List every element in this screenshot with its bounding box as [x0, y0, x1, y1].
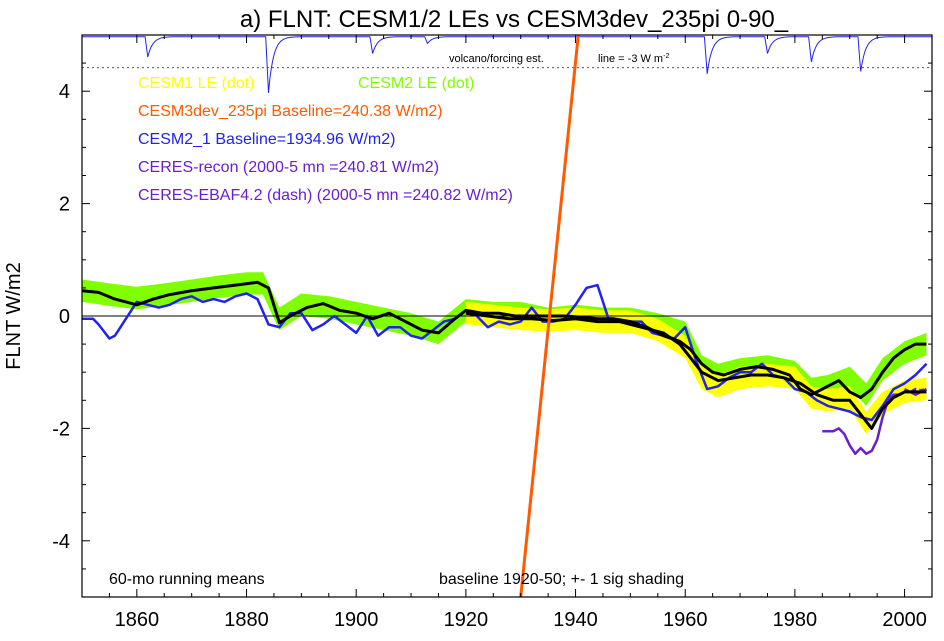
- legend: CESM1 LE (dot) CESM2 LE (dot) CESM3dev_2…: [138, 75, 513, 204]
- legend-ceres-ebaf: CERES-EBAF4.2 (dash) (2000-5 mn =240.82 …: [138, 187, 513, 204]
- x-tick-label: 1900: [334, 609, 379, 631]
- x-tick-label: 1860: [115, 609, 160, 631]
- y-tick-label: -2: [52, 418, 70, 440]
- y-tick-label: -4: [52, 531, 70, 553]
- x-tick-label: 1980: [773, 609, 818, 631]
- legend-cesm2: CESM2 LE (dot): [358, 75, 474, 92]
- volcano-line-label-sup: -2: [663, 53, 669, 60]
- chart-title: a) FLNT: CESM1/2 LEs vs CESM3dev_235pi 0…: [240, 6, 789, 33]
- legend-ceres-recon: CERES-recon (2000-5 mn =240.81 W/m2): [138, 159, 439, 176]
- y-tick-label: 2: [59, 194, 70, 216]
- volcano-label: volcano/forcing est.: [449, 53, 544, 65]
- y-axis-label: FLNT W/m2: [3, 262, 25, 369]
- volcano-forcing-line: [82, 36, 932, 93]
- y-tick-label: 0: [59, 306, 70, 328]
- y-tick-label: 4: [59, 81, 70, 103]
- legend-cesm1: CESM1 LE (dot): [138, 75, 254, 92]
- series-cesm3dev: [519, 35, 580, 597]
- ensemble-mean-cesm1-le-mean: [465, 311, 927, 430]
- bottom-left-annotation: 60-mo running means: [109, 571, 265, 588]
- plot-area: [82, 35, 932, 597]
- volcano-line-label: line = -3 W m-2: [598, 53, 669, 65]
- cesm1-le-band: [465, 301, 927, 434]
- legend-cesm2-1: CESM2_1 Baseline=1934.96 W/m2): [138, 131, 395, 148]
- x-tick-label: 1960: [663, 609, 708, 631]
- x-tick-label: 1940: [553, 609, 598, 631]
- legend-cesm3dev: CESM3dev_235pi Baseline=240.38 W/m2): [138, 103, 443, 120]
- x-tick-label: 1920: [444, 609, 489, 631]
- x-tick-label: 2000: [882, 609, 927, 631]
- x-tick-label: 1880: [224, 609, 269, 631]
- bottom-right-annotation: baseline 1920-50; +- 1 sig shading: [439, 571, 684, 588]
